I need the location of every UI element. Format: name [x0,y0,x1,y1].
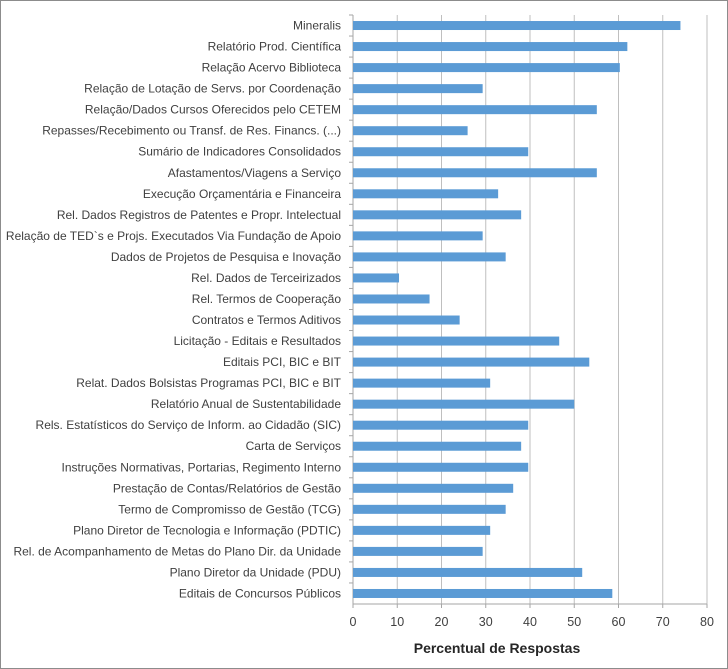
gridlines [349,14,708,608]
bar [353,588,613,598]
bar [353,336,560,346]
bar [353,525,491,535]
bar [353,42,628,52]
category-labels: Mineralis Relatório Prod. Científica Relaç… [6,19,342,601]
category-label: Relação Acervo Biblioteca [202,61,342,75]
bar [353,567,583,577]
bar [353,357,590,367]
bar [353,399,575,409]
bar [353,126,468,136]
bar [353,252,506,262]
bar [353,168,597,178]
bar [353,546,483,556]
x-tick-label: 0 [350,615,357,629]
category-label: Dados de Projetos de Pesquisa e Inovação [111,250,341,264]
bar [353,420,529,430]
category-label: Plano Diretor da Unidade (PDU) [170,565,341,579]
category-label: Mineralis [293,19,341,33]
bar [353,483,514,493]
bar [353,504,506,514]
bar [353,84,483,94]
category-label: Sumário de Indicadores Consolidados [138,145,341,159]
category-label: Execução Orçamentária e Financeira [143,187,341,201]
x-tick-labels: 0 10 20 30 40 50 60 70 80 [350,615,714,629]
x-tick-label: 40 [523,615,537,629]
bar [353,21,681,31]
category-label: Relatório Anual de Sustentabilidade [151,397,341,411]
bar [353,189,499,199]
bar [353,63,620,73]
x-tick-label: 50 [567,615,581,629]
bar [353,315,460,325]
category-label: Contratos e Termos Aditivos [192,313,341,327]
x-tick-label: 30 [479,615,493,629]
x-tick-label: 70 [656,615,670,629]
x-tick-label: 80 [700,615,714,629]
x-tick-label: 20 [435,615,449,629]
category-label: Prestação de Contas/Relatórios de Gestão [113,481,341,495]
category-label: Relat. Dados Bolsistas Programas PCI, BI… [76,376,341,390]
category-label: Licitação - Editais e Resultados [174,334,341,348]
category-label: Relatório Prod. Científica [208,40,342,54]
category-label: Editais PCI, BIC e BIT [223,355,342,369]
category-label: Editais de Concursos Públicos [179,586,341,600]
x-tick-label: 60 [612,615,626,629]
bar [353,294,430,304]
category-label: Rel. de Acompanhamento de Metas do Plano… [13,544,341,558]
category-label: Repasses/Recebimento ou Transf. de Res. … [42,124,341,138]
bar [353,273,400,283]
x-tick-label: 10 [390,615,404,629]
bars [353,21,681,598]
bar [353,147,529,157]
category-label: Rel. Dados de Terceirizados [191,271,341,285]
category-label: Rel. Termos de Cooperação [192,292,342,306]
x-axis-title: Percentual de Respostas [414,640,581,656]
category-label: Instruções Normativas, Portarias, Regime… [62,460,342,474]
category-label: Rel. Dados Registros de Patentes e Propr… [57,208,341,222]
bar [353,462,529,472]
bar [353,378,491,388]
bar [353,231,483,241]
bar [353,441,522,451]
category-label: Termo de Compromisso de Gestão (TCG) [118,502,341,516]
category-label: Plano Diretor de Tecnologia e Informação… [73,523,341,537]
bar [353,105,597,115]
category-label: Relação de TED`s e Projs. Executados Via… [6,229,341,243]
category-label: Relação/Dados Cursos Oferecidos pelo CET… [85,103,341,117]
category-label: Carta de Serviços [246,439,341,453]
category-label: Rels. Estatísticos do Serviço de Inform.… [36,418,341,432]
bar [353,210,522,220]
category-label: Relação de Lotação de Servs. por Coorden… [84,82,341,96]
category-label: Afastamentos/Viagens a Serviço [168,166,342,180]
